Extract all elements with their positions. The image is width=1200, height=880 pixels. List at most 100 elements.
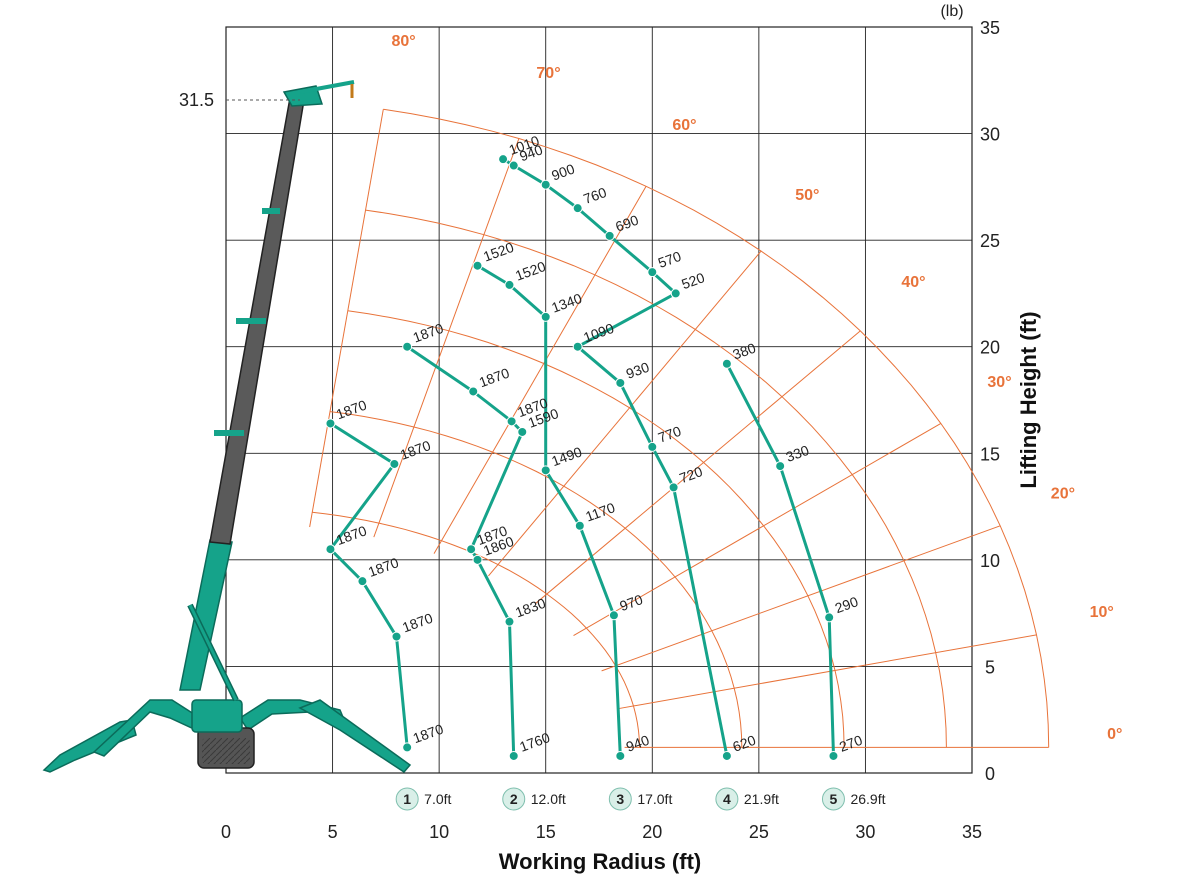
boom-angle-label: 10° bbox=[1090, 604, 1114, 621]
x-tick-label: 20 bbox=[642, 822, 662, 842]
boom-angle-label: 40° bbox=[901, 274, 925, 291]
boom-angle-label: 60° bbox=[672, 117, 696, 134]
capacity-point bbox=[504, 279, 515, 290]
boom-bracket bbox=[236, 318, 266, 324]
y-tick-label: 20 bbox=[980, 338, 1000, 358]
capacity-point bbox=[574, 520, 585, 531]
capacity-value-label: 270 bbox=[837, 732, 865, 755]
y-tick-labels: 0 5 10 15 20 25 30 35 bbox=[980, 18, 1000, 784]
capacity-curve-1 bbox=[328, 422, 409, 748]
capacity-point bbox=[540, 311, 551, 322]
boom-angle-label: 30° bbox=[987, 374, 1011, 391]
x-axis-title: Working Radius (ft) bbox=[499, 849, 701, 874]
capacity-value-label: 1870 bbox=[400, 610, 435, 636]
x-tick-label: 25 bbox=[749, 822, 769, 842]
capacity-point bbox=[540, 465, 551, 476]
max-height-label: 31.5 bbox=[179, 90, 214, 110]
capacity-curve-2 bbox=[406, 345, 524, 756]
boom-length-number: 2 bbox=[510, 791, 518, 807]
plot-frame bbox=[225, 26, 973, 774]
capacity-point bbox=[668, 482, 679, 493]
y-tick-label: 30 bbox=[980, 125, 1000, 145]
boom-length-badge bbox=[395, 787, 419, 811]
capacity-value-label: 330 bbox=[784, 442, 812, 465]
x-tick-label: 30 bbox=[855, 822, 875, 842]
capacity-point bbox=[775, 461, 786, 472]
capacity-point bbox=[466, 544, 477, 555]
x-tick-label: 15 bbox=[536, 822, 556, 842]
boom-angle-line bbox=[573, 423, 942, 636]
jib bbox=[299, 80, 355, 94]
capacity-value-label: 1830 bbox=[513, 595, 548, 621]
crawler-track bbox=[202, 738, 250, 764]
boom-length-badge bbox=[821, 787, 845, 811]
capacity-point bbox=[468, 386, 479, 397]
capacity-point bbox=[604, 230, 615, 241]
y-tick-label: 35 bbox=[980, 18, 1000, 38]
y-tick-label: 10 bbox=[980, 551, 1000, 571]
capacity-point bbox=[647, 441, 658, 452]
boom-length-label: 17.0ft bbox=[637, 791, 672, 807]
boom-angle-lines: 0° 10° 20° 30° 40° 50° 60° 70° 80° bbox=[309, 33, 1122, 748]
capacity-point bbox=[647, 267, 658, 278]
capacity-point bbox=[325, 544, 336, 555]
boom-length-label: 7.0ft bbox=[424, 791, 451, 807]
capacity-curve-4 bbox=[502, 157, 729, 757]
boom-length-label: 26.9ft bbox=[850, 791, 885, 807]
x-tick-labels: 0 5 10 15 20 25 30 35 bbox=[221, 822, 982, 842]
unit-label: (lb) bbox=[940, 3, 963, 20]
capacity-value-label: 1870 bbox=[366, 554, 401, 580]
capacity-value-label: 760 bbox=[581, 184, 609, 207]
boom-angle-label: 50° bbox=[795, 187, 819, 204]
capacity-point bbox=[508, 160, 519, 171]
boom-angle-label: 20° bbox=[1051, 485, 1075, 502]
boom-length-number: 1 bbox=[403, 791, 411, 807]
capacity-value-label: 520 bbox=[679, 269, 707, 292]
boom-length-label: 21.9ft bbox=[744, 791, 779, 807]
capacity-value-label: 1870 bbox=[411, 720, 446, 746]
capacity-value-label: 690 bbox=[613, 212, 641, 235]
capacity-value-label: 290 bbox=[833, 593, 861, 616]
capacity-point bbox=[670, 288, 681, 299]
boom-length-legend: 1 7.0ft 2 12.0ft 3 17.0ft 4 21.9ft 5 26.9ft bbox=[395, 787, 886, 811]
capacity-value-label: 570 bbox=[656, 248, 684, 271]
capacity-point bbox=[615, 377, 626, 388]
boom-base-section bbox=[179, 539, 233, 691]
capacity-point bbox=[721, 750, 732, 761]
y-tick-label: 5 bbox=[985, 657, 995, 677]
y-tick-label: 0 bbox=[985, 764, 995, 784]
capacity-value-label: 940 bbox=[624, 732, 652, 755]
capacity-point bbox=[402, 742, 413, 753]
crane-body bbox=[191, 699, 243, 733]
capacity-point bbox=[504, 616, 515, 627]
capacity-value-label: 380 bbox=[730, 339, 758, 362]
capacity-point bbox=[608, 610, 619, 621]
x-tick-label: 0 bbox=[221, 822, 231, 842]
y-tick-label: 15 bbox=[980, 444, 1000, 464]
boom-angle-arc bbox=[312, 511, 640, 748]
capacity-point bbox=[540, 179, 551, 190]
x-tick-label: 10 bbox=[429, 822, 449, 842]
capacity-value-label: 1870 bbox=[411, 320, 446, 346]
capacity-point bbox=[389, 458, 400, 469]
capacity-point bbox=[615, 750, 626, 761]
capacity-point bbox=[402, 341, 413, 352]
boom-angle-line bbox=[373, 138, 520, 538]
capacity-point bbox=[357, 576, 368, 587]
boom-bracket bbox=[214, 430, 244, 436]
capacity-value-label: 1340 bbox=[549, 290, 584, 316]
capacity-value-label: 970 bbox=[617, 591, 645, 614]
capacity-point bbox=[517, 426, 528, 437]
capacity-value-label: 1870 bbox=[477, 365, 512, 391]
x-tick-label: 5 bbox=[328, 822, 338, 842]
boom-length-badge bbox=[608, 787, 632, 811]
capacity-value-label: 1870 bbox=[334, 397, 369, 423]
capacity-point bbox=[721, 358, 732, 369]
capacity-point bbox=[572, 341, 583, 352]
boom-angle-arc bbox=[383, 108, 1050, 748]
boom-bracket bbox=[262, 208, 280, 214]
capacity-point bbox=[391, 631, 402, 642]
boom-angle-label: 0° bbox=[1107, 726, 1122, 743]
boom-length-badge bbox=[502, 787, 526, 811]
